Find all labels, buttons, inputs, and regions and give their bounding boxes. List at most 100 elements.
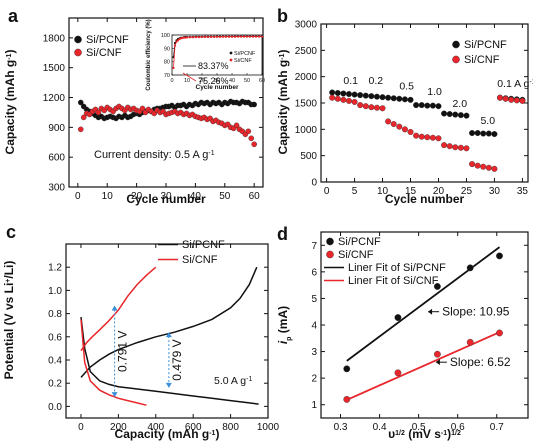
inset-x-tick-label: 20 [199, 78, 205, 84]
y-axis-title: Capacity (mAh g-1) [3, 50, 17, 155]
x-tick-label: 50 [219, 191, 231, 202]
inset-point [251, 35, 255, 38]
data-point [466, 264, 474, 272]
data-point [418, 102, 425, 109]
inset-point [188, 36, 192, 39]
data-point [491, 131, 498, 138]
data-point [329, 94, 336, 101]
x-tick-label: 0.6 [451, 422, 465, 433]
y-axis-title-part: + [5, 279, 12, 283]
inset-point [194, 36, 198, 39]
y-axis-title-part: i [276, 340, 290, 344]
y-tick-label: 0.8 [48, 309, 62, 320]
arrow-down-icon [165, 382, 172, 388]
rate-note-part: -1 [246, 376, 252, 383]
rate-label-part: -1 [529, 79, 533, 86]
x-axis-title-part: 1/2 [395, 430, 405, 437]
data-point [513, 97, 520, 104]
y-axis-title-part: ) [276, 50, 290, 54]
data-point [77, 126, 84, 133]
legend-si-cnf-marker [452, 55, 460, 64]
y-tick-label: 600 [48, 153, 65, 164]
y-axis-title: Capacity (mAh g-1) [276, 50, 290, 155]
data-point [457, 112, 464, 119]
y-axis-title-part: p [286, 337, 293, 341]
panel-label: d [277, 224, 288, 244]
inset-point [239, 35, 243, 38]
legend-si-cnf-label: Si/CNF [182, 254, 218, 266]
rate-label-part: 0.2 [369, 75, 384, 87]
data-point [368, 104, 375, 111]
legend-si-pcnf-marker [74, 35, 82, 44]
inset-x-tick-label: 60 [259, 78, 265, 84]
data-point [413, 132, 420, 139]
data-point [485, 130, 492, 137]
data-point [245, 128, 252, 135]
rate-label-part: 0.1 [343, 75, 358, 87]
voltage-gap-label: 0.791 V [116, 331, 130, 372]
y-tick-label: 1500 [295, 99, 318, 110]
data-point [343, 365, 351, 373]
y-axis-title: ip (mA) [276, 306, 293, 344]
x-tick-label: 20 [131, 191, 143, 202]
x-axis-title-part: -1 [441, 430, 447, 437]
x-tick-label: 0 [324, 186, 330, 197]
data-point [379, 105, 386, 112]
data-point [251, 101, 257, 108]
x-axis-title-part: Capacity (mAh g [115, 427, 210, 441]
data-point [435, 135, 442, 142]
data-point [251, 141, 257, 148]
series-line [346, 246, 501, 362]
rate-note: 5.0 A g-1 [214, 375, 252, 387]
inset-point [200, 35, 204, 39]
rate-label: 2.0 [452, 98, 467, 110]
legend-fit-si-pcnf-label: Liner Fit of Si/PCNF [348, 262, 446, 274]
inset-point [245, 35, 249, 38]
inset-point [197, 36, 201, 39]
data-point [390, 121, 397, 128]
inset-legend-marker [229, 51, 233, 55]
data-point [496, 329, 503, 337]
x-tick-label: 600 [185, 422, 202, 433]
plot-frame [65, 243, 269, 419]
series-line [80, 266, 157, 352]
rate-label: 0.1 A g-1 [497, 78, 533, 90]
legend-si-pcnf-label: Si/PCNF [86, 34, 129, 46]
data-point [396, 123, 403, 130]
y-tick-label: 1 [311, 400, 317, 411]
inset-point [175, 40, 178, 43]
x-tick-label: 30 [160, 191, 172, 202]
x-tick-label: 60 [249, 191, 261, 202]
data-point [385, 94, 392, 101]
y-tick-label: 1.0 [48, 286, 62, 297]
data-point [452, 144, 459, 151]
y-tick-label: 0.0 [48, 402, 62, 413]
inset-point [218, 35, 222, 38]
inset-x-tick-label: 10 [184, 78, 190, 84]
rate-label: 0.5 [399, 80, 414, 92]
data-point [345, 91, 352, 98]
rate-label-part: 5.0 [480, 115, 495, 127]
data-point [95, 109, 102, 116]
y-axis-title-part: -1 [279, 53, 286, 59]
inset-value-label: 75.26% [198, 76, 229, 86]
legend-si-cnf-marker [326, 250, 334, 259]
inset-pointer [182, 72, 197, 82]
inset-point [172, 66, 175, 70]
data-point [407, 128, 414, 135]
data-point [446, 143, 453, 150]
data-point [357, 92, 364, 99]
data-point [480, 130, 487, 137]
inset-point [257, 35, 261, 38]
data-point [441, 142, 448, 149]
inset-point [191, 36, 195, 39]
data-point [502, 95, 509, 102]
series-line [346, 331, 500, 401]
data-point [433, 283, 441, 290]
inset-y-tick-label: 80 [164, 60, 170, 66]
arrow-head [435, 359, 440, 366]
legend-si-pcnf-marker [452, 40, 460, 49]
x-tick-label: 30 [489, 186, 501, 197]
